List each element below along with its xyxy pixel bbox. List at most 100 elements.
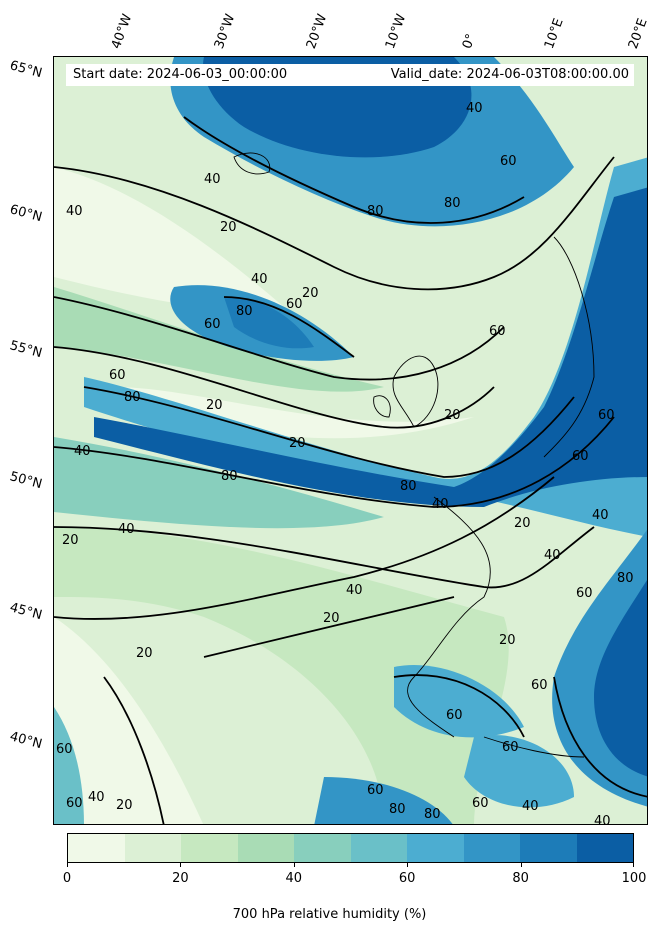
contour-label: 80 (400, 479, 417, 494)
colorbar-tick (180, 863, 182, 867)
colorbar-tick-label: 20 (172, 871, 189, 886)
colorbar-tick (407, 863, 409, 867)
date-header: Start date: 2024-06-03_00:00:00 Valid_da… (66, 64, 634, 86)
contour-label: 40 (592, 508, 609, 523)
moist-region (54, 707, 84, 824)
lon-label-20e: 20°E (625, 16, 651, 51)
lon-label-40w: 40°W (108, 12, 136, 51)
contour-line (393, 674, 525, 738)
map-panel: 40 60 80 80 40 40 20 40 20 60 80 60 60 6… (53, 56, 648, 825)
lon-label-0: 0° (459, 31, 480, 51)
contour-label: 20 (302, 286, 319, 301)
contour-label: 40 (88, 790, 105, 805)
contour-label: 80 (444, 196, 461, 211)
moist-band (84, 157, 647, 537)
colorbar-segment (181, 834, 238, 862)
contour-label: 40 (118, 522, 135, 537)
contour-line (223, 296, 355, 358)
contour-label: 80 (617, 571, 634, 586)
colorbar-tick-label: 40 (285, 871, 303, 886)
contour-label: 80 (424, 807, 441, 822)
lon-label-30w: 30°W (211, 12, 239, 51)
moist-core (224, 297, 314, 349)
contour-label: 60 (472, 796, 489, 811)
moist-core (594, 580, 647, 777)
contour-label: 40 (346, 583, 363, 598)
colorbar-segment (463, 834, 520, 862)
contour-label: 60 (56, 742, 73, 757)
lon-label-20w: 20°W (303, 12, 331, 51)
contour-label: 40 (466, 101, 483, 116)
contour-label: 60 (367, 783, 384, 798)
contour-label: 60 (286, 297, 303, 312)
contour-line (203, 596, 455, 658)
contour-label: 60 (576, 586, 593, 601)
colorbar-tick-label: 60 (398, 871, 416, 886)
coastline-ireland (373, 395, 391, 418)
contour-label: 40 (251, 272, 268, 287)
contour-label: 60 (598, 408, 615, 423)
contour-label: 40 (204, 172, 221, 187)
contour-label: 60 (500, 154, 517, 169)
contour-label: 60 (489, 324, 506, 339)
humidity-band (54, 527, 509, 824)
lon-label-10w: 10°W (382, 12, 410, 51)
contour-label: 20 (444, 408, 461, 423)
contour-line (54, 156, 615, 291)
contour-line (183, 116, 525, 224)
colorbar-segment (294, 834, 351, 862)
contour-line (54, 346, 495, 429)
moist-region (314, 777, 453, 824)
contour-label: 80 (221, 469, 238, 484)
contour-label-group: 40 60 80 80 40 40 20 40 20 60 80 60 60 6… (56, 101, 634, 825)
contour-label: 20 (499, 633, 516, 648)
dry-zone (114, 387, 474, 439)
humidity-map: 40 60 80 80 40 40 20 40 20 60 80 60 60 6… (54, 57, 647, 825)
contour-line (553, 676, 647, 798)
colorbar-segment (124, 834, 181, 862)
moist-region (394, 665, 524, 738)
coastline-france-iberia (407, 496, 491, 738)
contour-label: 20 (514, 516, 531, 531)
moist-core (94, 187, 647, 507)
colorbar-segment (407, 834, 464, 862)
contour-label: 40 (74, 444, 91, 459)
contour-label: 80 (389, 802, 406, 817)
colorbar-title: 700 hPa relative humidity (%) (232, 907, 427, 922)
contour-label: 60 (204, 317, 221, 332)
contour-label: 40 (594, 814, 611, 825)
lat-label-40n: 40°N (8, 729, 44, 753)
contour-lines (54, 116, 647, 824)
lat-label-60n: 60°N (8, 202, 44, 226)
contour-line (54, 476, 555, 620)
contour-label: 80 (236, 304, 253, 319)
contour-line (54, 296, 505, 381)
colorbar (67, 833, 634, 863)
coastline-uk (392, 355, 439, 428)
colorbar-segment (520, 834, 577, 862)
contour-label: 20 (289, 436, 306, 451)
colorbar-segment (350, 834, 407, 862)
start-date-label: Start date: 2024-06-03_00:00:00 (73, 67, 288, 82)
contour-label: 60 (446, 708, 463, 723)
colorbar-tick-label: 100 (621, 871, 647, 886)
contour-label: 20 (220, 220, 237, 235)
lat-label-50n: 50°N (8, 469, 44, 493)
contour-label: 60 (531, 678, 548, 693)
colorbar-tick (520, 863, 522, 867)
contour-label: 20 (323, 611, 340, 626)
dry-zone (54, 167, 284, 310)
humidity-band (54, 437, 384, 529)
colorbar-tick (293, 863, 295, 867)
contour-label: 20 (206, 398, 223, 413)
coastline-scandinavia (543, 236, 595, 458)
valid-date-label: Valid_date: 2024-06-03T08:00:00.00 (390, 67, 629, 82)
colorbar-tick-label: 80 (512, 871, 529, 886)
colorbar-tick (67, 863, 68, 867)
contour-label: 60 (502, 740, 519, 755)
contour-line (54, 416, 615, 508)
colorbar-tick (633, 863, 634, 867)
lat-label-45n: 45°N (8, 600, 44, 624)
contour-label: 80 (124, 390, 141, 405)
contour-label: 40 (544, 548, 561, 563)
